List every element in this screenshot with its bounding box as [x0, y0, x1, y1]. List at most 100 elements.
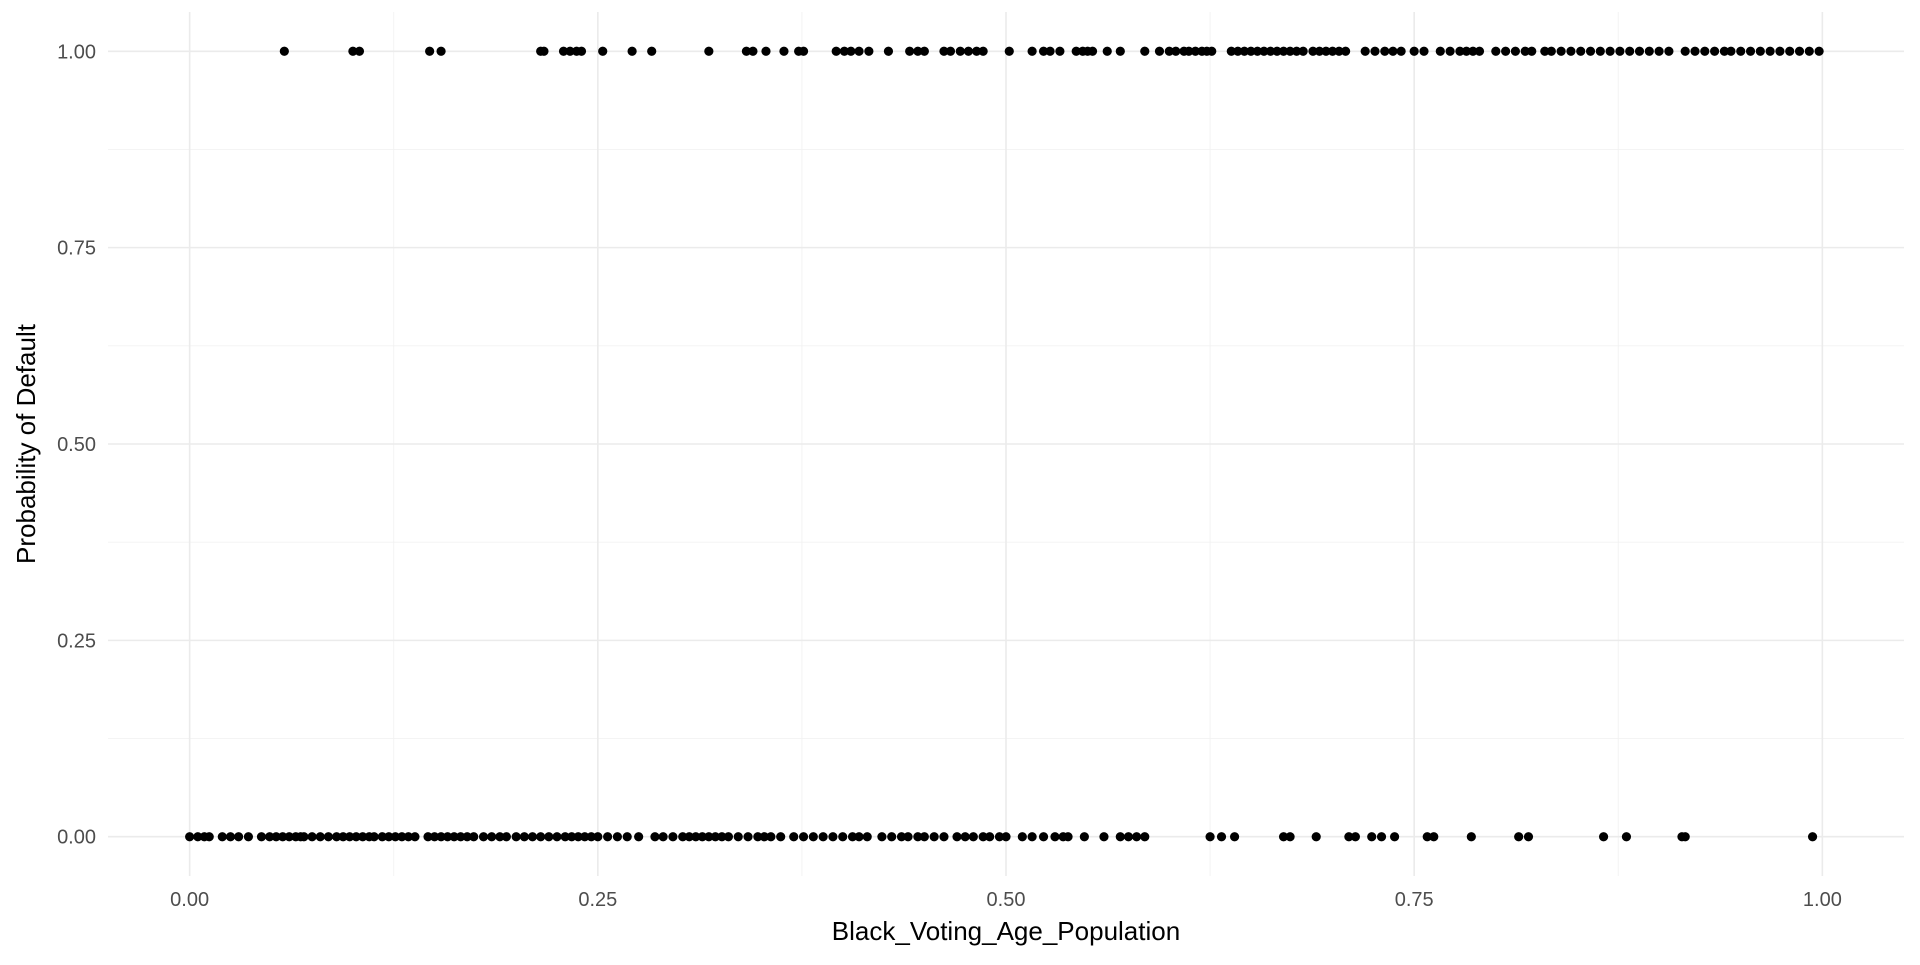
data-point	[854, 46, 864, 56]
data-point	[1680, 46, 1690, 56]
data-point	[1625, 46, 1635, 56]
data-point	[748, 46, 758, 56]
y-tick-label: 0.00	[57, 827, 96, 849]
data-point	[1388, 46, 1398, 56]
data-point	[647, 46, 657, 56]
data-point	[284, 832, 294, 842]
data-point	[1468, 46, 1478, 56]
data-point	[1321, 46, 1331, 56]
data-point	[1367, 832, 1377, 842]
data-point	[627, 46, 637, 56]
data-point	[1491, 46, 1501, 56]
data-point	[1265, 46, 1276, 56]
data-point	[1071, 46, 1081, 56]
x-tick-label: 0.00	[170, 889, 209, 911]
data-point	[552, 832, 562, 842]
data-point	[1644, 46, 1654, 56]
data-point	[1435, 46, 1445, 56]
data-point	[1585, 46, 1596, 56]
data-point	[1621, 832, 1632, 842]
data-point	[622, 832, 632, 842]
data-point	[384, 832, 394, 842]
data-point	[539, 46, 549, 56]
data-point	[1350, 832, 1361, 842]
data-point	[1140, 832, 1150, 842]
data-point	[1595, 46, 1605, 56]
data-point	[1001, 832, 1011, 842]
data-point	[1063, 832, 1073, 842]
data-point	[883, 46, 894, 56]
grid	[108, 12, 1904, 876]
data-point	[828, 832, 838, 842]
data-point	[1252, 46, 1263, 56]
data-point	[487, 832, 497, 842]
data-point	[204, 832, 214, 842]
data-point	[193, 832, 203, 842]
data-point	[1514, 832, 1524, 842]
x-tick-label: 1.00	[1803, 889, 1842, 911]
data-point	[544, 832, 554, 842]
data-point	[1079, 832, 1089, 842]
data-point	[1344, 832, 1354, 842]
data-point	[634, 832, 644, 842]
data-point	[377, 832, 387, 842]
data-point	[789, 832, 799, 842]
data-point	[331, 832, 342, 842]
data-point	[1429, 832, 1439, 842]
data-point	[1474, 46, 1485, 56]
data-point	[1115, 832, 1125, 842]
data-point	[1775, 46, 1785, 56]
data-point	[1246, 46, 1256, 56]
data-point	[338, 832, 348, 842]
data-point	[650, 832, 660, 842]
data-point	[761, 46, 771, 56]
data-point	[691, 832, 701, 842]
data-point	[913, 46, 923, 56]
data-point	[779, 46, 789, 56]
data-point	[1259, 46, 1269, 56]
data-point	[972, 46, 982, 56]
data-point	[766, 832, 776, 842]
data-point	[1017, 832, 1027, 842]
data-point	[1370, 46, 1380, 56]
data-point	[678, 832, 688, 842]
data-point	[519, 832, 529, 842]
data-point	[887, 832, 897, 842]
data-point	[846, 46, 856, 56]
data-point	[658, 832, 668, 842]
data-point	[217, 832, 227, 842]
data-point	[423, 832, 433, 842]
data-point	[456, 832, 466, 842]
data-point	[1123, 832, 1134, 842]
data-point	[1380, 46, 1390, 56]
data-point	[1634, 46, 1645, 56]
data-point	[1308, 46, 1318, 56]
data-point	[1546, 46, 1556, 56]
x-tick-label: 0.25	[578, 889, 617, 911]
data-point	[808, 832, 818, 842]
data-point	[1396, 46, 1406, 56]
data-point	[1510, 46, 1521, 56]
data-point	[351, 832, 361, 842]
data-point	[1341, 46, 1351, 56]
data-point	[704, 832, 714, 842]
data-point	[847, 832, 858, 842]
data-point	[527, 832, 538, 842]
data-point	[449, 832, 459, 842]
data-point	[896, 832, 907, 842]
data-point	[1154, 46, 1165, 56]
data-point	[1140, 46, 1150, 56]
data-point	[1680, 832, 1690, 842]
data-point	[1556, 46, 1566, 56]
data-point	[501, 832, 511, 842]
data-point	[1409, 46, 1419, 56]
data-point	[1455, 46, 1465, 56]
data-point	[1334, 46, 1344, 56]
x-axis-ticks: 0.00 0.25 0.50 0.75 1.00	[170, 889, 1842, 911]
data-point	[1087, 46, 1098, 56]
data-point	[743, 832, 753, 842]
data-point	[905, 46, 915, 56]
data-point	[1615, 46, 1625, 56]
data-point	[1785, 46, 1795, 56]
